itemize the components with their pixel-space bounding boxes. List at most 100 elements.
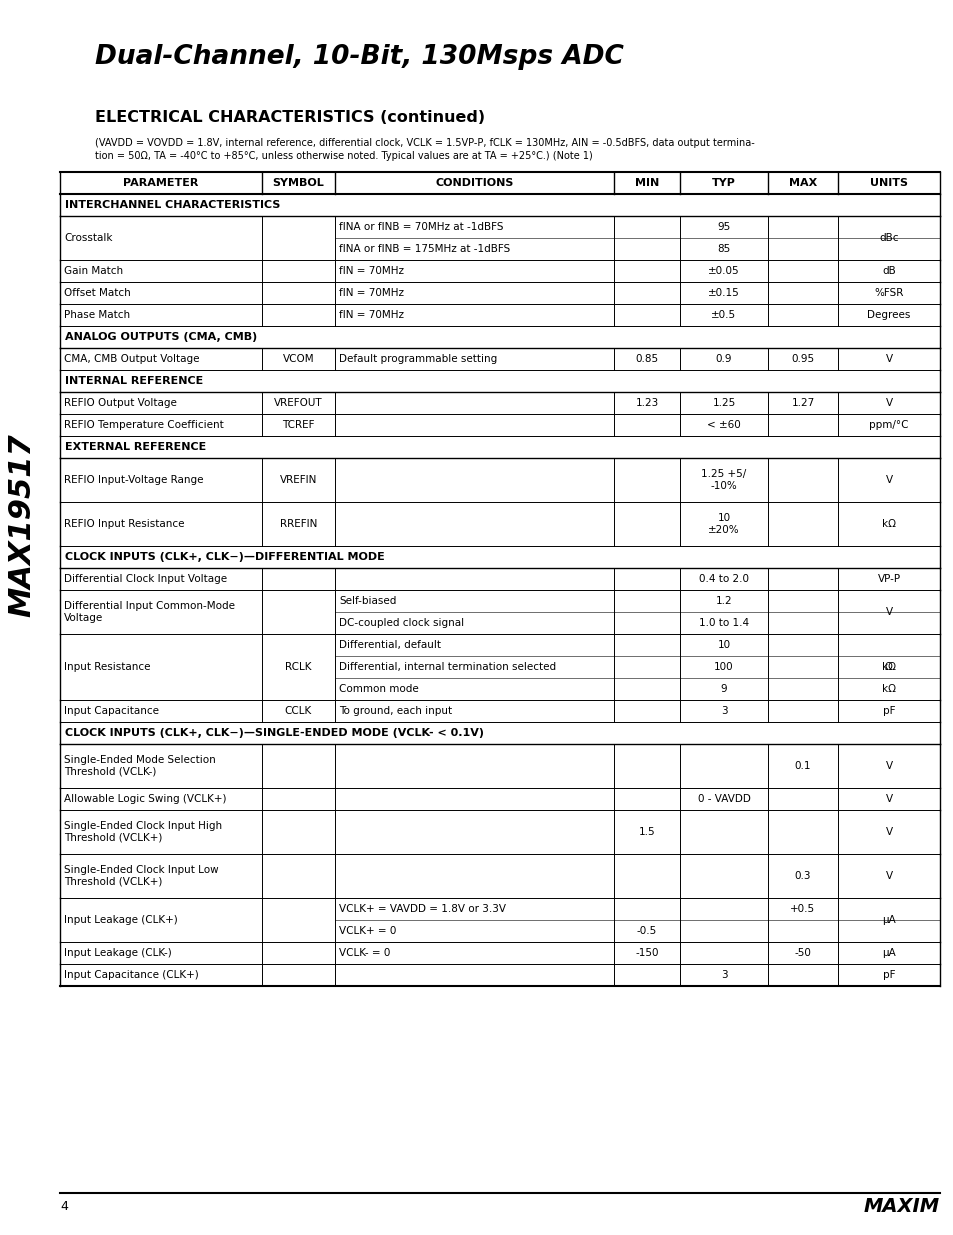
Text: Single-Ended Clock Input High
Threshold (VCLK+): Single-Ended Clock Input High Threshold …: [64, 821, 222, 842]
Text: VCLK+ = 0: VCLK+ = 0: [338, 926, 395, 936]
Text: INTERNAL REFERENCE: INTERNAL REFERENCE: [65, 375, 203, 387]
Text: μA: μA: [882, 948, 895, 958]
Text: REFIO Temperature Coefficient: REFIO Temperature Coefficient: [64, 420, 224, 430]
Text: MAXIM: MAXIM: [863, 1198, 939, 1216]
Text: ANALOG OUTPUTS (CMA, CMB): ANALOG OUTPUTS (CMA, CMB): [65, 332, 257, 342]
Text: pF: pF: [882, 706, 894, 716]
Text: 10: 10: [717, 640, 730, 650]
Text: kΩ: kΩ: [882, 662, 895, 672]
Text: Input Resistance: Input Resistance: [64, 662, 151, 672]
Text: +0.5: +0.5: [790, 904, 815, 914]
Text: VCLK- = 0: VCLK- = 0: [338, 948, 390, 958]
Text: 1.5: 1.5: [638, 827, 655, 837]
Text: Self-biased: Self-biased: [338, 597, 395, 606]
Text: fINA or fINB = 175MHz at -1dBFS: fINA or fINB = 175MHz at -1dBFS: [338, 245, 510, 254]
Text: MAX: MAX: [788, 178, 817, 188]
Text: MIN: MIN: [634, 178, 659, 188]
Text: VCOM: VCOM: [282, 354, 314, 364]
Text: ±0.5: ±0.5: [711, 310, 736, 320]
Text: 9: 9: [720, 684, 726, 694]
Text: dB: dB: [882, 266, 895, 275]
Text: tion = 50Ω, TA = -40°C to +85°C, unless otherwise noted. Typical values are at T: tion = 50Ω, TA = -40°C to +85°C, unless …: [95, 151, 592, 161]
Text: Input Leakage (CLK-): Input Leakage (CLK-): [64, 948, 172, 958]
Text: REFIO Output Voltage: REFIO Output Voltage: [64, 398, 176, 408]
Text: kΩ: kΩ: [882, 684, 895, 694]
Text: 3: 3: [720, 706, 726, 716]
Text: Input Leakage (CLK+): Input Leakage (CLK+): [64, 915, 177, 925]
Text: pF: pF: [882, 969, 894, 981]
Text: μA: μA: [882, 915, 895, 925]
Text: 10
±20%: 10 ±20%: [707, 514, 739, 535]
Text: -0.5: -0.5: [637, 926, 657, 936]
Text: 1.27: 1.27: [791, 398, 814, 408]
Text: V: V: [884, 794, 892, 804]
Text: < ±60: < ±60: [706, 420, 740, 430]
Text: 1.0 to 1.4: 1.0 to 1.4: [699, 618, 748, 629]
Text: (VAVDD = VOVDD = 1.8V, internal reference, differential clock, VCLK = 1.5VP-P, f: (VAVDD = VOVDD = 1.8V, internal referenc…: [95, 138, 754, 148]
Text: 1.25: 1.25: [712, 398, 735, 408]
Text: SYMBOL: SYMBOL: [273, 178, 324, 188]
Text: Default programmable setting: Default programmable setting: [338, 354, 497, 364]
Text: CLOCK INPUTS (CLK+, CLK−)—DIFFERENTIAL MODE: CLOCK INPUTS (CLK+, CLK−)—DIFFERENTIAL M…: [65, 552, 384, 562]
Text: Single-Ended Mode Selection
Threshold (VCLK-): Single-Ended Mode Selection Threshold (V…: [64, 755, 215, 777]
Text: Input Capacitance (CLK+): Input Capacitance (CLK+): [64, 969, 198, 981]
Text: fIN = 70MHz: fIN = 70MHz: [338, 310, 403, 320]
Text: RCLK: RCLK: [285, 662, 312, 672]
Text: UNITS: UNITS: [869, 178, 907, 188]
Text: Differential, internal termination selected: Differential, internal termination selec…: [338, 662, 556, 672]
Text: V: V: [884, 871, 892, 881]
Text: fIN = 70MHz: fIN = 70MHz: [338, 288, 403, 298]
Text: -50: -50: [794, 948, 811, 958]
Text: Allowable Logic Swing (VCLK+): Allowable Logic Swing (VCLK+): [64, 794, 226, 804]
Text: 0.95: 0.95: [791, 354, 814, 364]
Text: VREFIN: VREFIN: [279, 475, 316, 485]
Text: Differential Input Common-Mode
Voltage: Differential Input Common-Mode Voltage: [64, 601, 234, 622]
Text: 0.4 to 2.0: 0.4 to 2.0: [699, 574, 748, 584]
Text: Differential, default: Differential, default: [338, 640, 440, 650]
Text: Differential Clock Input Voltage: Differential Clock Input Voltage: [64, 574, 227, 584]
Text: INTERCHANNEL CHARACTERISTICS: INTERCHANNEL CHARACTERISTICS: [65, 200, 280, 210]
Text: RREFIN: RREFIN: [279, 519, 316, 529]
Text: EXTERNAL REFERENCE: EXTERNAL REFERENCE: [65, 442, 206, 452]
Text: 4: 4: [60, 1200, 68, 1214]
Text: 100: 100: [714, 662, 733, 672]
Text: 0.1: 0.1: [794, 761, 810, 771]
Text: 85: 85: [717, 245, 730, 254]
Text: V: V: [884, 475, 892, 485]
Text: Common mode: Common mode: [338, 684, 418, 694]
Text: 0.3: 0.3: [794, 871, 810, 881]
Text: V: V: [884, 354, 892, 364]
Text: To ground, each input: To ground, each input: [338, 706, 452, 716]
Text: Input Capacitance: Input Capacitance: [64, 706, 159, 716]
Text: Offset Match: Offset Match: [64, 288, 131, 298]
Text: CMA, CMB Output Voltage: CMA, CMB Output Voltage: [64, 354, 199, 364]
Text: TCREF: TCREF: [282, 420, 314, 430]
Text: MAX19517: MAX19517: [8, 433, 36, 616]
Text: 1.25 +5/
-10%: 1.25 +5/ -10%: [700, 469, 746, 490]
Text: ±0.15: ±0.15: [707, 288, 740, 298]
Text: ±0.05: ±0.05: [707, 266, 739, 275]
Text: V: V: [884, 827, 892, 837]
Text: Single-Ended Clock Input Low
Threshold (VCLK+): Single-Ended Clock Input Low Threshold (…: [64, 866, 218, 887]
Text: Degrees: Degrees: [866, 310, 910, 320]
Text: dBc: dBc: [879, 233, 898, 243]
Text: 95: 95: [717, 222, 730, 232]
Text: DC-coupled clock signal: DC-coupled clock signal: [338, 618, 464, 629]
Text: REFIO Input-Voltage Range: REFIO Input-Voltage Range: [64, 475, 203, 485]
Text: V: V: [884, 761, 892, 771]
Text: REFIO Input Resistance: REFIO Input Resistance: [64, 519, 184, 529]
Text: VCLK+ = VAVDD = 1.8V or 3.3V: VCLK+ = VAVDD = 1.8V or 3.3V: [338, 904, 505, 914]
Text: CONDITIONS: CONDITIONS: [435, 178, 513, 188]
Text: ppm/°C: ppm/°C: [868, 420, 908, 430]
Text: kΩ: kΩ: [882, 519, 895, 529]
Text: V: V: [884, 606, 892, 618]
Text: 3: 3: [720, 969, 726, 981]
Text: 1.23: 1.23: [635, 398, 658, 408]
Text: VP-P: VP-P: [877, 574, 900, 584]
Text: %FSR: %FSR: [873, 288, 902, 298]
Text: VREFOUT: VREFOUT: [274, 398, 322, 408]
Text: Crosstalk: Crosstalk: [64, 233, 112, 243]
Text: TYP: TYP: [711, 178, 735, 188]
Text: fINA or fINB = 70MHz at -1dBFS: fINA or fINB = 70MHz at -1dBFS: [338, 222, 503, 232]
Text: CLOCK INPUTS (CLK+, CLK−)—SINGLE-ENDED MODE (VCLK- < 0.1V): CLOCK INPUTS (CLK+, CLK−)—SINGLE-ENDED M…: [65, 727, 483, 739]
